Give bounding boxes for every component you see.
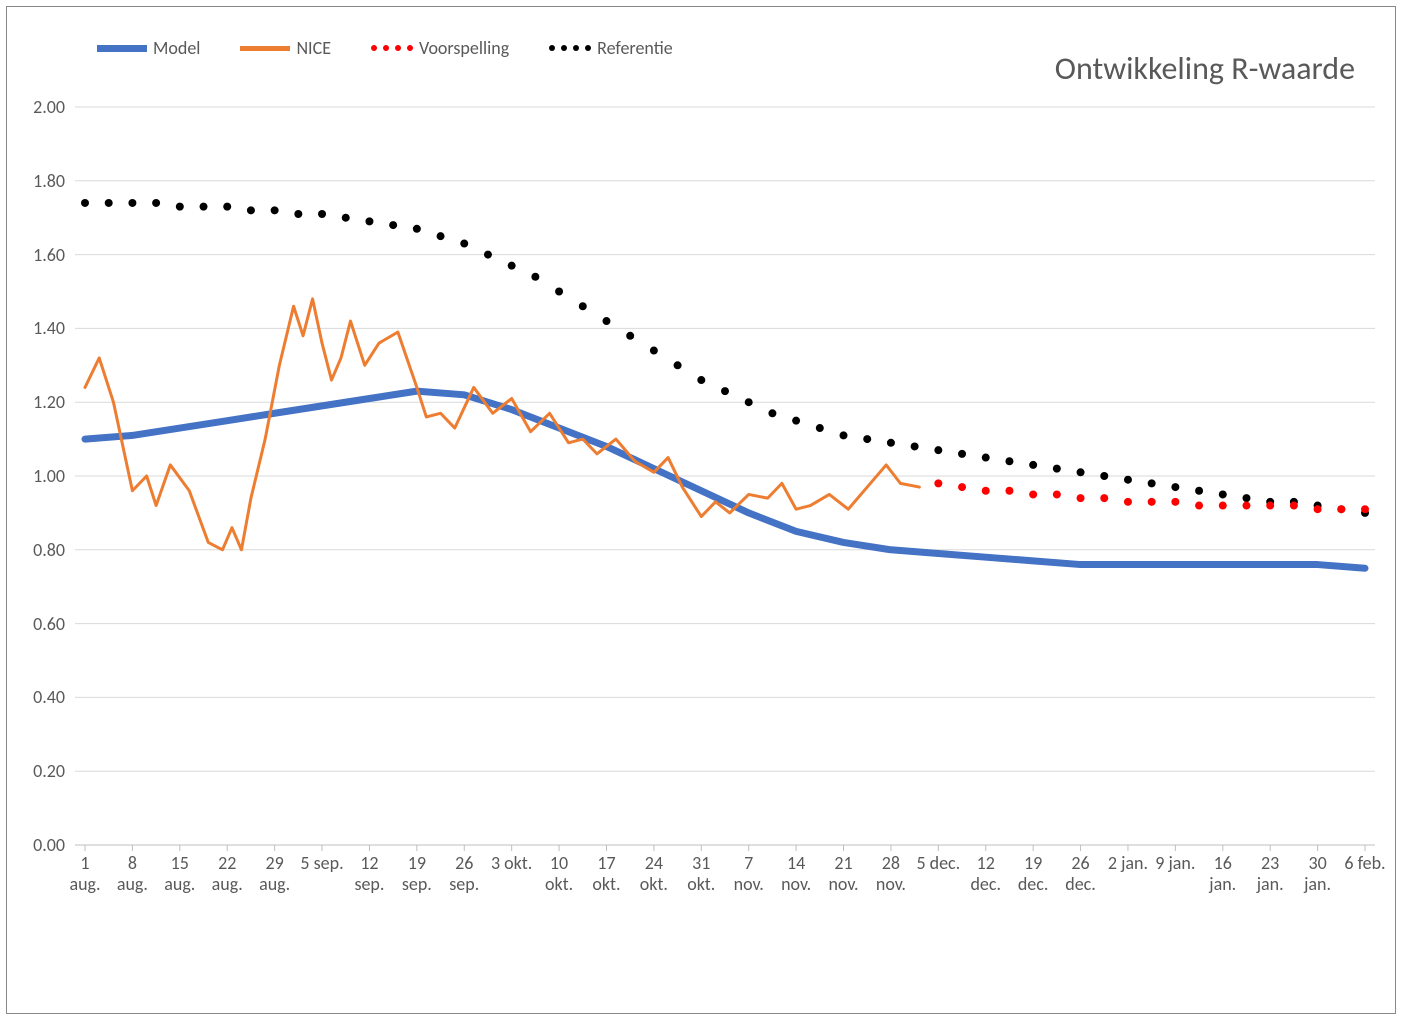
x-tick-label: 2 jan. <box>1108 853 1148 874</box>
legend-item-voorspelling: Voorspelling <box>371 37 509 59</box>
legend-label: NICE <box>296 37 331 59</box>
x-tick-label: 17 okt. <box>592 853 620 894</box>
y-tick-label: 1.80 <box>15 170 65 192</box>
x-tick-label: 31 okt. <box>687 853 715 894</box>
legend-label: Voorspelling <box>419 37 509 59</box>
x-tick-label: 16 jan. <box>1209 853 1236 894</box>
x-tick-label: 28 nov. <box>876 853 906 894</box>
legend-swatch-model <box>97 45 147 52</box>
x-tick-label: 23 jan. <box>1257 853 1284 894</box>
x-tick-label: 19 sep. <box>402 853 432 894</box>
legend-label: Model <box>153 37 200 59</box>
y-tick-label: 1.60 <box>15 244 65 266</box>
x-tick-label: 8 aug. <box>117 853 148 894</box>
legend: Model NICE Voorspelling Referentie <box>97 37 673 59</box>
y-tick-label: 0.00 <box>15 834 65 856</box>
y-tick-label: 2.00 <box>15 96 65 118</box>
x-tick-label: 15 aug. <box>164 853 195 894</box>
x-tick-label: 24 okt. <box>640 853 668 894</box>
legend-item-referentie: Referentie <box>549 37 673 59</box>
legend-label: Referentie <box>597 37 673 59</box>
x-tick-label: 9 jan. <box>1155 853 1195 874</box>
legend-swatch-voorspelling <box>371 45 413 51</box>
x-tick-label: 12 dec. <box>970 853 1001 894</box>
x-tick-label: 19 dec. <box>1018 853 1049 894</box>
x-tick-label: 5 dec. <box>916 853 960 874</box>
chart-title: Ontwikkeling R-waarde <box>1055 49 1355 88</box>
x-tick-label: 14 nov. <box>781 853 811 894</box>
legend-swatch-nice <box>240 46 290 51</box>
x-tick-label: 12 sep. <box>354 853 384 894</box>
x-tick-label: 5 sep. <box>300 853 343 874</box>
legend-item-nice: NICE <box>240 37 331 59</box>
y-tick-label: 1.20 <box>15 391 65 413</box>
x-tick-label: 21 nov. <box>828 853 858 894</box>
y-tick-label: 0.40 <box>15 686 65 708</box>
x-tick-label: 29 aug. <box>259 853 290 894</box>
chart-frame: Ontwikkeling R-waarde Model NICE Voorspe… <box>6 6 1396 1014</box>
chart-svg <box>75 107 1375 845</box>
y-tick-label: 0.60 <box>15 613 65 635</box>
x-tick-label: 22 aug. <box>212 853 243 894</box>
x-tick-label: 26 sep. <box>449 853 479 894</box>
y-tick-label: 0.20 <box>15 760 65 782</box>
y-tick-label: 1.40 <box>15 317 65 339</box>
x-tick-label: 6 feb. <box>1344 853 1385 874</box>
plot-area: 0.000.200.400.600.801.001.201.401.601.80… <box>75 107 1375 845</box>
x-tick-label: 26 dec. <box>1065 853 1096 894</box>
y-tick-label: 0.80 <box>15 539 65 561</box>
legend-swatch-referentie <box>549 45 591 51</box>
legend-item-model: Model <box>97 37 200 59</box>
x-tick-label: 10 okt. <box>545 853 573 894</box>
x-tick-label: 1 aug. <box>69 853 100 894</box>
x-tick-label: 7 nov. <box>734 853 764 894</box>
x-tick-label: 30 jan. <box>1304 853 1331 894</box>
y-tick-label: 1.00 <box>15 465 65 487</box>
x-tick-label: 3 okt. <box>491 853 532 874</box>
